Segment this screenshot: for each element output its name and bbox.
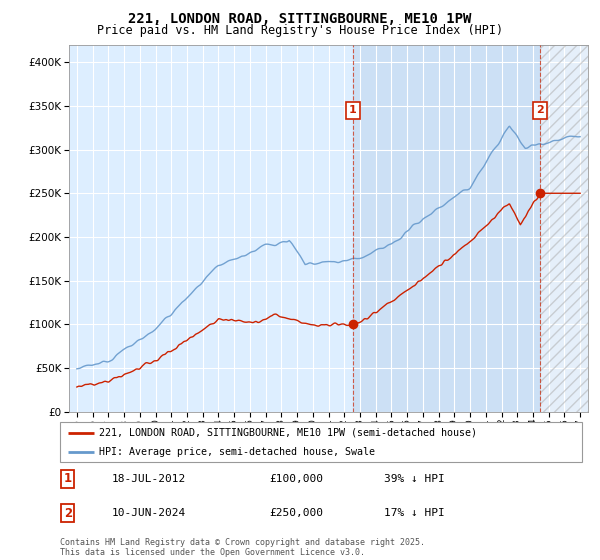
Text: Contains HM Land Registry data © Crown copyright and database right 2025.
This d: Contains HM Land Registry data © Crown c…: [60, 538, 425, 557]
Text: £250,000: £250,000: [269, 508, 323, 518]
Text: 1: 1: [349, 105, 356, 115]
Bar: [353, 45, 588, 412]
Text: 2: 2: [64, 507, 72, 520]
Text: Price paid vs. HM Land Registry's House Price Index (HPI): Price paid vs. HM Land Registry's House …: [97, 24, 503, 36]
Text: 18-JUL-2012: 18-JUL-2012: [112, 474, 187, 484]
Text: 2: 2: [536, 105, 544, 115]
Text: HPI: Average price, semi-detached house, Swale: HPI: Average price, semi-detached house,…: [99, 447, 375, 457]
Text: 17% ↓ HPI: 17% ↓ HPI: [383, 508, 445, 518]
Text: 1: 1: [64, 473, 72, 486]
Text: £100,000: £100,000: [269, 474, 323, 484]
FancyBboxPatch shape: [60, 422, 582, 462]
Bar: [540, 45, 588, 412]
Text: 39% ↓ HPI: 39% ↓ HPI: [383, 474, 445, 484]
Text: 221, LONDON ROAD, SITTINGBOURNE, ME10 1PW: 221, LONDON ROAD, SITTINGBOURNE, ME10 1P…: [128, 12, 472, 26]
Text: 221, LONDON ROAD, SITTINGBOURNE, ME10 1PW (semi-detached house): 221, LONDON ROAD, SITTINGBOURNE, ME10 1P…: [99, 428, 477, 437]
Text: 10-JUN-2024: 10-JUN-2024: [112, 508, 187, 518]
